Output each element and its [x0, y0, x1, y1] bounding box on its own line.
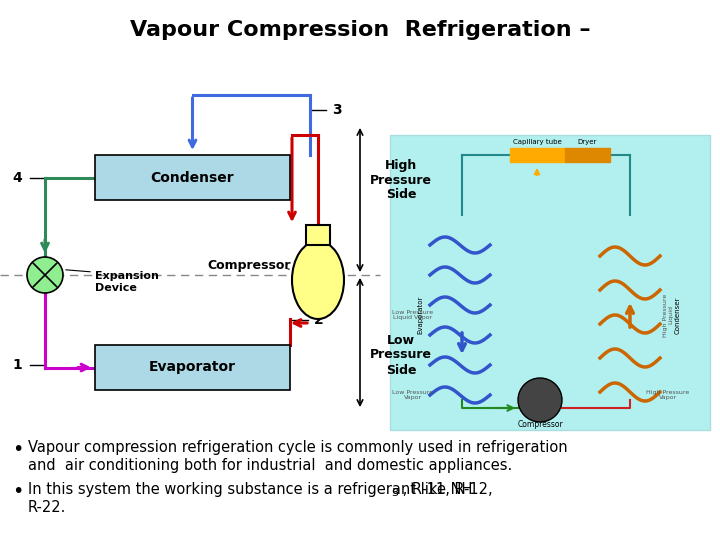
Text: 1: 1: [12, 358, 22, 372]
Text: 3: 3: [332, 103, 341, 117]
Ellipse shape: [292, 241, 344, 319]
FancyBboxPatch shape: [95, 155, 290, 200]
Text: Low Pressure
Vapor: Low Pressure Vapor: [392, 389, 433, 400]
Circle shape: [27, 257, 63, 293]
Text: •: •: [12, 440, 23, 459]
Text: Vapour compression refrigeration cycle is commonly used in refrigeration: Vapour compression refrigeration cycle i…: [28, 440, 567, 455]
Text: Vapour Compression  Refrigeration –: Vapour Compression Refrigeration –: [130, 20, 590, 40]
Text: Condenser: Condenser: [150, 171, 234, 185]
Text: Compressor: Compressor: [517, 420, 563, 429]
Text: Evaporator: Evaporator: [149, 361, 236, 375]
Text: Condenser: Condenser: [675, 296, 681, 334]
Text: Expansion
Device: Expansion Device: [95, 271, 159, 293]
Text: 4: 4: [12, 171, 22, 185]
Text: High Pressure
Vapor: High Pressure Vapor: [647, 389, 690, 400]
Text: In this system the working substance is a refrigerant like NH: In this system the working substance is …: [28, 482, 472, 497]
Text: High Pressure
Liquid: High Pressure Liquid: [662, 293, 673, 336]
Text: R-22.: R-22.: [28, 500, 66, 515]
FancyBboxPatch shape: [95, 345, 290, 390]
Text: , R-11, R-12,: , R-11, R-12,: [398, 482, 492, 497]
FancyBboxPatch shape: [306, 225, 330, 245]
Text: Dryer: Dryer: [577, 139, 597, 145]
Text: Capillary tube: Capillary tube: [513, 139, 562, 145]
Text: Compressor: Compressor: [207, 259, 290, 272]
Circle shape: [518, 378, 562, 422]
FancyBboxPatch shape: [390, 135, 710, 430]
Text: Low Pressure
Liquid Vapor: Low Pressure Liquid Vapor: [392, 309, 433, 320]
Text: High
Pressure
Side: High Pressure Side: [370, 159, 432, 201]
Text: 2: 2: [314, 313, 324, 327]
Text: Low
Pressure
Side: Low Pressure Side: [370, 334, 432, 376]
Text: 3: 3: [391, 488, 398, 498]
Text: •: •: [12, 482, 23, 501]
Text: Evaporator: Evaporator: [417, 296, 423, 334]
Text: and  air conditioning both for industrial  and domestic appliances.: and air conditioning both for industrial…: [28, 458, 512, 473]
